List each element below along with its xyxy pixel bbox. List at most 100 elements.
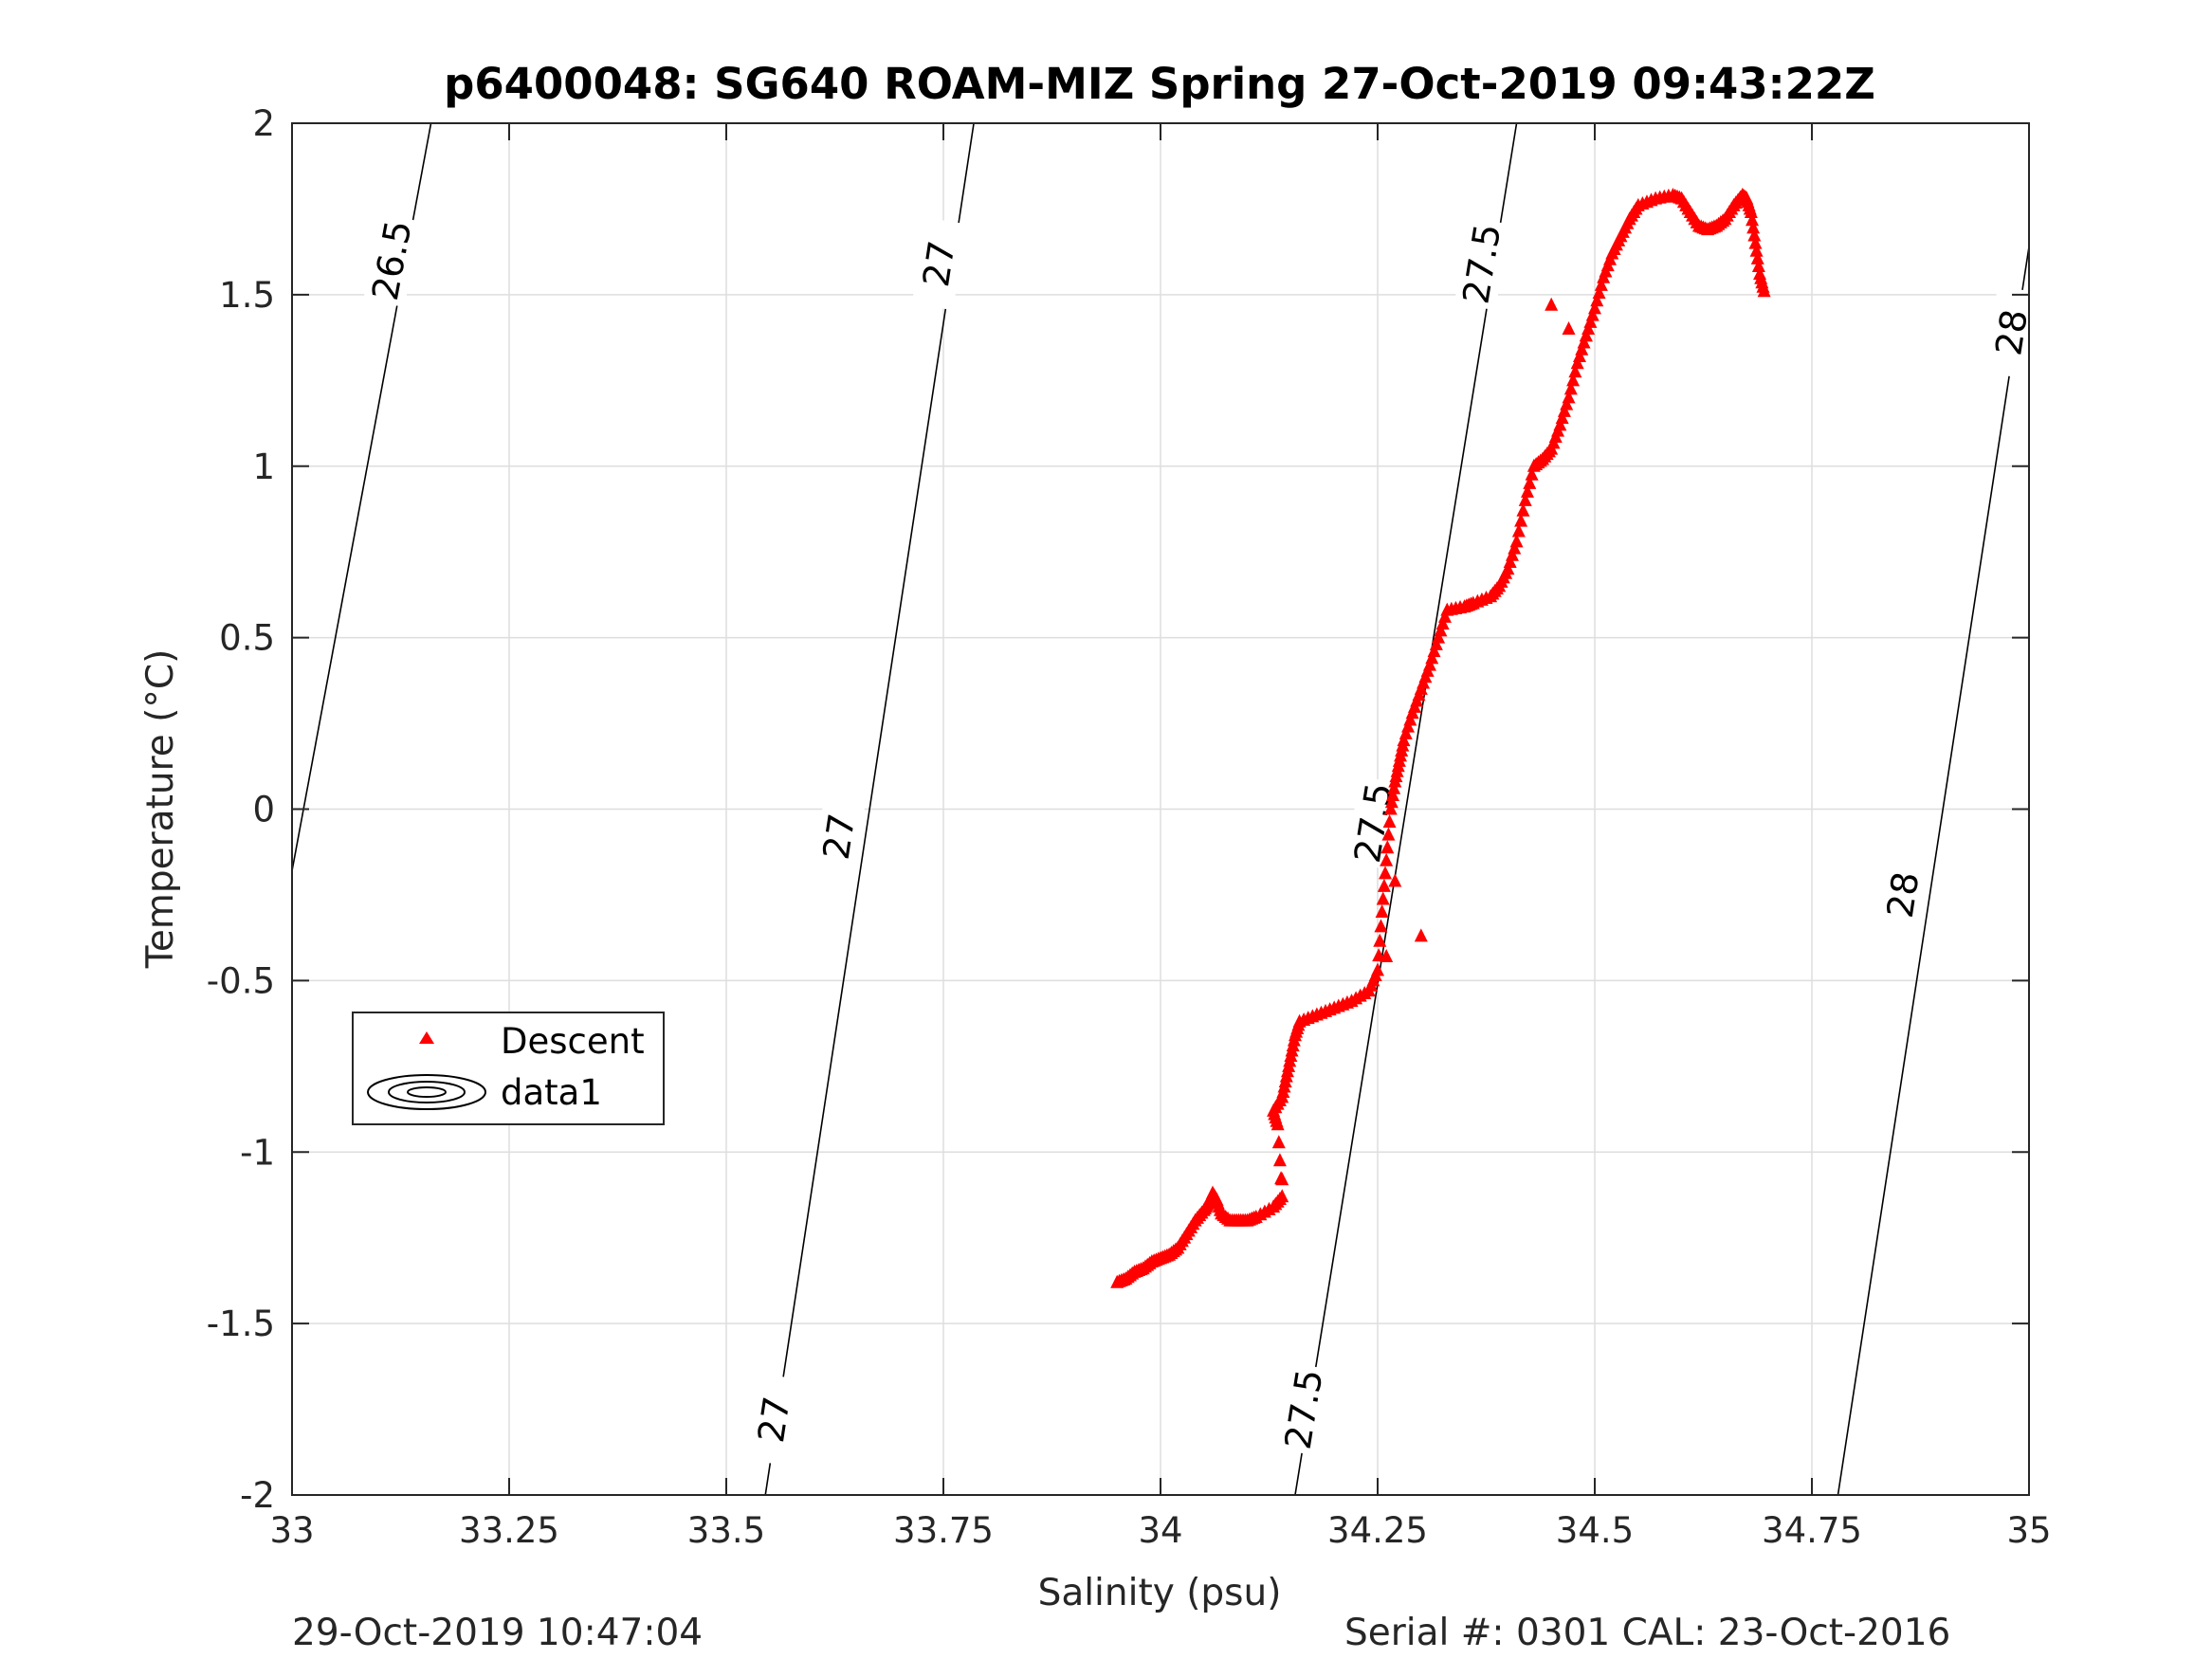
descent-point xyxy=(1563,381,1578,395)
legend-box xyxy=(352,1012,665,1125)
descent-point xyxy=(1508,540,1522,555)
descent-point xyxy=(1592,285,1606,300)
descent-point xyxy=(1750,250,1764,264)
descent-point xyxy=(1375,904,1389,919)
descent-point xyxy=(1271,1135,1286,1149)
descent-point xyxy=(1509,534,1524,548)
descent-point xyxy=(1757,283,1771,298)
isopycnal-label: 26.5 xyxy=(364,217,420,303)
descent-point xyxy=(1553,417,1567,431)
isopycnal-label-gap xyxy=(1875,848,1930,941)
descent-point xyxy=(1751,259,1765,273)
descent-point xyxy=(1557,403,1571,417)
descent-point xyxy=(1594,277,1608,291)
x-tick-label: 34.25 xyxy=(1327,1510,1428,1551)
descent-point xyxy=(1562,390,1576,404)
legend-contour-icon xyxy=(367,1074,486,1110)
isopycnal-label: 27.5 xyxy=(1277,1366,1331,1452)
descent-point xyxy=(1568,364,1582,378)
descent-point xyxy=(1388,873,1402,887)
descent-point xyxy=(1380,949,1394,963)
y-axis-label: Temperature (°C) xyxy=(139,649,182,970)
descent-point xyxy=(1379,866,1393,880)
descent-point xyxy=(1401,719,1416,733)
descent-point xyxy=(1397,733,1411,747)
isopycnal-line xyxy=(1294,122,1518,1496)
isopycnal-label-gap xyxy=(363,213,421,307)
descent-point xyxy=(1505,547,1519,561)
legend-label-descent: Descent xyxy=(501,1021,645,1062)
descent-point xyxy=(1384,794,1398,809)
y-tick-label: -1 xyxy=(240,1132,275,1173)
descent-point xyxy=(1575,341,1589,356)
descent-point xyxy=(1381,827,1396,841)
descent-point xyxy=(1374,919,1388,933)
descent-point xyxy=(1371,962,1384,976)
y-tick-label: 1 xyxy=(252,447,275,487)
y-tick-label: 1.5 xyxy=(219,275,275,316)
isopycnal-label: 28 xyxy=(1879,869,1928,921)
descent-point xyxy=(1523,475,1537,489)
descent-point xyxy=(1746,212,1760,227)
isopycnal-label: 27 xyxy=(915,238,963,289)
y-tick-label: 2 xyxy=(252,103,275,144)
descent-point xyxy=(1398,725,1413,739)
descent-point xyxy=(1749,243,1764,257)
descent-point xyxy=(1525,466,1539,481)
descent-point xyxy=(1748,235,1763,249)
descent-point xyxy=(1585,307,1600,321)
axis-ticks: 33 33.25 33.5 33.75 34 34.25 34.5 34.75 35 2 1.5 1 0… xyxy=(207,103,2052,1551)
descent-point xyxy=(1562,321,1576,336)
descent-point xyxy=(1373,933,1387,947)
descent-series xyxy=(1110,187,1771,1288)
descent-point xyxy=(1747,228,1762,242)
y-tick-label: 0.5 xyxy=(219,618,275,659)
x-tick-label: 33.5 xyxy=(687,1510,765,1551)
descent-point xyxy=(1746,220,1761,234)
y-tick-label: -0.5 xyxy=(207,960,275,1001)
descent-point xyxy=(1383,801,1398,815)
descent-point xyxy=(1376,891,1390,905)
descent-point xyxy=(1425,650,1439,665)
footer-timestamp: 29-Oct-2019 10:47:04 xyxy=(292,1612,704,1654)
descent-point xyxy=(1380,840,1395,854)
isopycnal-label: 28 xyxy=(1987,306,2036,357)
descent-point xyxy=(1275,1189,1289,1203)
descent-point xyxy=(1435,616,1450,630)
y-tick-label: 0 xyxy=(252,790,275,830)
x-tick-label: 33 xyxy=(269,1510,314,1551)
descent-point xyxy=(1429,636,1443,650)
descent-point xyxy=(1588,301,1601,315)
descent-point xyxy=(1579,328,1593,342)
x-tick-label: 34.5 xyxy=(1556,1510,1634,1551)
descent-point xyxy=(1427,644,1441,658)
descent-point xyxy=(1514,513,1528,527)
x-axis-label: Salinity (psu) xyxy=(1038,1572,1282,1614)
descent-point xyxy=(1521,483,1535,498)
isopycnal-label-gap xyxy=(746,1373,802,1467)
legend: Descent data1 xyxy=(352,1012,665,1125)
isopycnal-label-gap xyxy=(1453,217,1509,311)
descent-point xyxy=(1545,297,1559,311)
descent-point xyxy=(1382,814,1397,829)
descent-point xyxy=(1560,396,1574,410)
descent-point xyxy=(1403,712,1417,726)
footer-serial-cal: Serial #: 0301 CAL: 23-Oct-2016 xyxy=(1344,1612,1951,1654)
isopycnal-label: 27 xyxy=(815,811,864,862)
descent-point xyxy=(1744,205,1758,219)
descent-point xyxy=(1386,788,1400,802)
x-tick-label: 34.75 xyxy=(1762,1510,1862,1551)
y-tick-label: -2 xyxy=(240,1475,275,1516)
isopycnal-line xyxy=(1837,246,2030,1496)
isopycnal-label-gap xyxy=(911,217,967,311)
descent-point xyxy=(1380,852,1394,866)
descent-point xyxy=(1511,523,1526,538)
isopycnal-label-gap xyxy=(1983,285,2039,379)
descent-point xyxy=(1572,348,1586,362)
x-tick-label: 34 xyxy=(1138,1510,1182,1551)
descent-point xyxy=(1414,928,1428,942)
isopycnal-label: 27.5 xyxy=(1454,221,1508,307)
descent-point xyxy=(1577,335,1591,349)
descent-point xyxy=(1583,314,1598,328)
